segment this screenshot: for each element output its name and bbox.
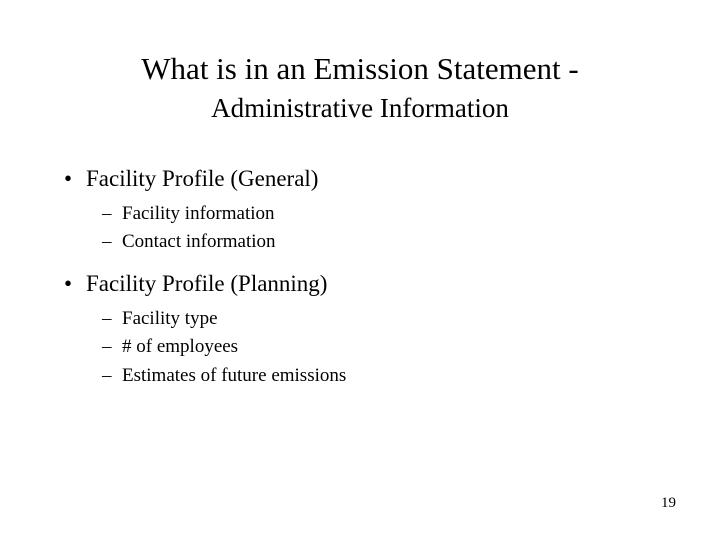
slide-title: What is in an Emission Statement - bbox=[60, 50, 660, 89]
bullet-label: Facility Profile (Planning) bbox=[86, 271, 327, 296]
sub-list-item: Facility type bbox=[86, 305, 660, 334]
bullet-list: Facility Profile (General) Facility info… bbox=[60, 166, 660, 391]
slide-subtitle: Administrative Information bbox=[60, 93, 660, 124]
slide-content: Facility Profile (General) Facility info… bbox=[60, 166, 660, 391]
sub-list-item: Facility information bbox=[86, 200, 660, 229]
sub-list-item: Contact information bbox=[86, 228, 660, 257]
list-item: Facility Profile (General) Facility info… bbox=[60, 166, 660, 257]
slide-container: What is in an Emission Statement - Admin… bbox=[0, 0, 720, 540]
sub-list: Facility type # of employees Estimates o… bbox=[86, 305, 660, 391]
sub-list: Facility information Contact information bbox=[86, 200, 660, 257]
list-item: Facility Profile (Planning) Facility typ… bbox=[60, 271, 660, 391]
sub-list-item: # of employees bbox=[86, 333, 660, 362]
sub-list-item: Estimates of future emissions bbox=[86, 362, 660, 391]
page-number: 19 bbox=[661, 495, 676, 512]
bullet-label: Facility Profile (General) bbox=[86, 166, 318, 191]
